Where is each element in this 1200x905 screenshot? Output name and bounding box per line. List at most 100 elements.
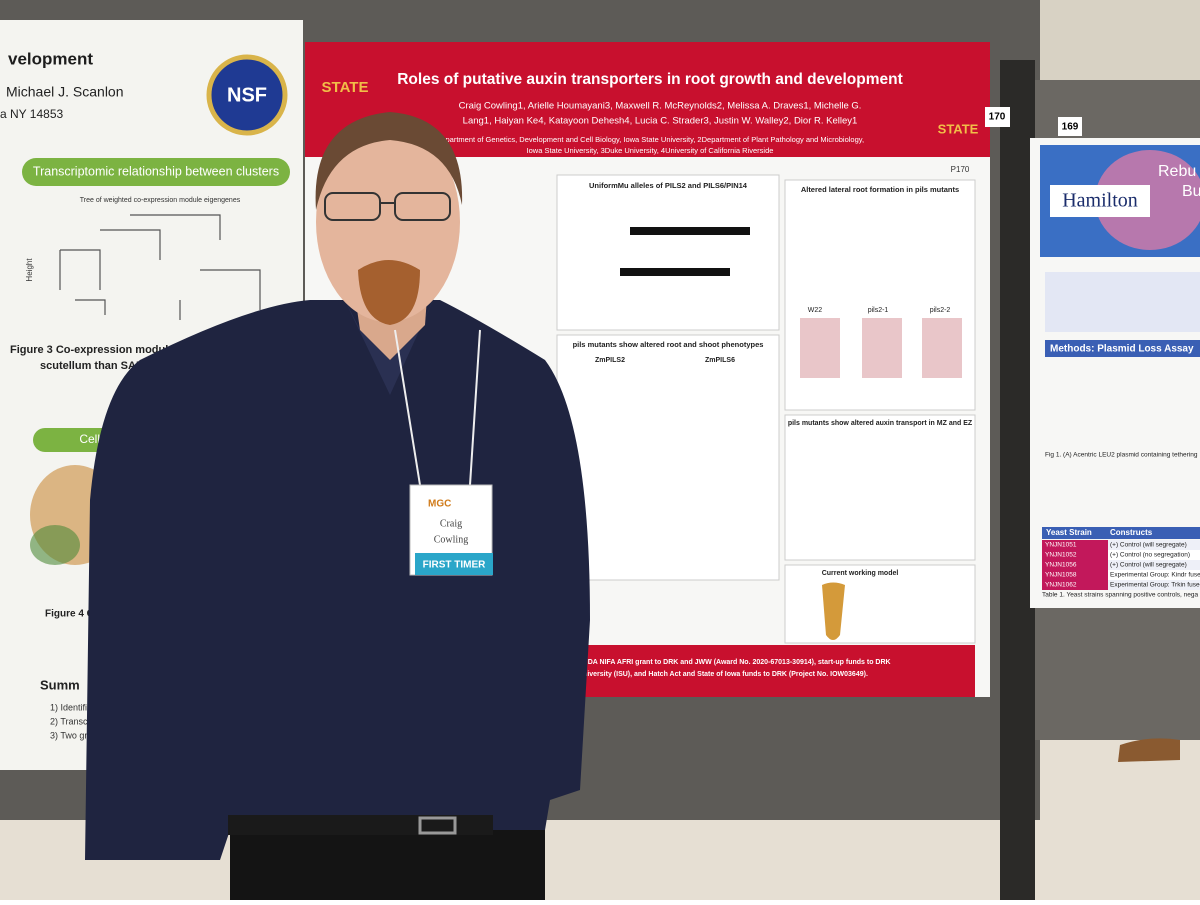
badge-logo: MGC: [428, 499, 451, 510]
booth-tag: [1058, 117, 1082, 136]
table-cell: YNJN1051: [1045, 542, 1077, 549]
chart-title: Tree of weighted co-expression module ei…: [80, 197, 241, 204]
face: [316, 122, 460, 322]
panel-title: pils mutants show altered root and shoot…: [573, 340, 764, 349]
title-fragment: Bu: [1182, 183, 1200, 200]
poster-id: P170: [951, 165, 970, 174]
summary-item: 1) Identifi: [50, 702, 87, 712]
summary-item: 2) Transcri: [50, 716, 93, 726]
panel-label: W22: [808, 307, 823, 314]
gene-model: [630, 227, 750, 235]
panel-label: pils2-1: [868, 307, 889, 314]
panel: [784, 414, 976, 561]
hamilton-logo: Hamilton: [1062, 190, 1138, 212]
table-header-cell: Yeast Strain: [1046, 528, 1092, 537]
panel: [556, 174, 780, 331]
badge-name: Cowling: [434, 534, 468, 545]
table-row: [1042, 560, 1108, 570]
poster-authors: Craig Cowling1, Arielle Houmayani3, Maxw…: [459, 101, 862, 112]
person: MGC Craig Cowling FIRST TIMER: [85, 112, 590, 900]
table-row: [1108, 580, 1200, 590]
logo-box: [1050, 185, 1150, 217]
root-image: [862, 318, 902, 378]
table-cell: (+) Control (will segregate): [1110, 542, 1187, 549]
text-block: [1045, 272, 1200, 332]
table-cell: YNJN1056: [1045, 562, 1077, 569]
badge-name: Craig: [440, 518, 462, 529]
summary-title: Summ: [40, 677, 80, 692]
badge-ribbon: [415, 553, 493, 575]
gene-model: [620, 268, 730, 276]
belt: [228, 815, 493, 835]
nsf-text: NSF: [227, 84, 267, 106]
panel-title: Altered lateral root formation in pils m…: [801, 185, 959, 194]
shirt: [85, 300, 590, 860]
booth-tag: [985, 107, 1010, 127]
table-row: [1042, 580, 1108, 590]
isu-logo: STATE: [938, 121, 979, 136]
nsf-logo: [206, 54, 288, 136]
glasses: [394, 192, 451, 221]
figure-caption: scutellum than SAM: [40, 360, 145, 372]
panel-label: pils2-2: [930, 307, 951, 314]
glasses: [324, 192, 381, 221]
booth-number: 170: [989, 112, 1006, 123]
root-model: [822, 582, 845, 640]
panel: [556, 334, 780, 581]
booth-number: 169: [1062, 122, 1079, 133]
table-row: [1108, 550, 1200, 560]
isu-logo: STATE: [322, 79, 369, 96]
poster-authors: Lang1, Haiyan Ke4, Katayoon Dehesh4, Luc…: [463, 116, 858, 127]
footer-text: USDA NIFA AFRI grant to DRK and JWW (Awa…: [578, 659, 891, 666]
panel-title: Current working model: [822, 570, 899, 577]
table-row: [1042, 540, 1108, 550]
board-post: [1000, 60, 1035, 900]
buckle: [418, 816, 457, 835]
table-cell: (+) Control (no segregation): [1110, 552, 1190, 559]
left-author: Michael J. Scanlon: [6, 84, 124, 100]
summary-item: 3) Two gro: [50, 730, 92, 740]
table-row: [1042, 570, 1108, 580]
table-row: [1108, 540, 1200, 550]
root-image: [800, 318, 840, 378]
poster-footer: [575, 645, 975, 697]
panel-label: ZmPILS6: [705, 357, 735, 364]
shoe: [1118, 738, 1180, 762]
dendrogram: [59, 214, 261, 320]
panel-title: UniformMu alleles of PILS2 and PILS6/PIN…: [589, 181, 748, 190]
table-cell: YNJN1058: [1045, 572, 1077, 579]
hair: [315, 112, 463, 210]
title-fragment: Rebu: [1158, 163, 1196, 180]
left-location: a NY 14853: [0, 107, 63, 121]
collar: [340, 285, 440, 395]
table-cell: YNJN1052: [1045, 552, 1077, 559]
section-band: [1045, 340, 1200, 357]
poster-affiliation: Iowa State University, 3Duke University,…: [527, 146, 774, 155]
table-row: [1108, 560, 1200, 570]
table-row: [1108, 570, 1200, 580]
panel: [784, 564, 976, 644]
left-title: velopment: [8, 49, 93, 68]
table-row: [1042, 550, 1108, 560]
section-pill: [22, 158, 290, 186]
table-cell: Experimental Group: Trkin fused to LacI: [1110, 582, 1200, 589]
table-cell: (+) Control (will segregate): [1110, 562, 1187, 569]
table-header: [1042, 527, 1200, 539]
badge-ribbon-text: FIRST TIMER: [423, 560, 487, 571]
section-title: Methods: Plasmid Loss Assay: [1050, 344, 1194, 355]
axis-label: Height: [25, 258, 34, 282]
footer-text: University (ISU), and Hatch Act and Stat…: [578, 671, 868, 678]
root-image: [922, 318, 962, 378]
panel-title: pils mutants show altered auxin transpor…: [788, 420, 973, 427]
poster-affiliation: Department of Genetics, Development and …: [436, 135, 864, 144]
table-header-cell: Constructs: [1110, 528, 1153, 537]
table-caption: Table 1. Yeast strains spanning positive…: [1042, 592, 1198, 599]
section-title: Transcriptomic relationship between clus…: [33, 164, 279, 178]
panel-label: ZmPILS2: [595, 357, 625, 364]
lanyard: [394, 329, 481, 486]
figure-caption: Fig 1. (A) Acentric LEU2 plasmid contain…: [1045, 452, 1198, 459]
figure-caption: Figure 4 Ce: [45, 609, 100, 620]
table-cell: YNJN1062: [1045, 582, 1077, 589]
table-cell: Experimental Group: Kindr fused to LacI: [1110, 572, 1200, 579]
